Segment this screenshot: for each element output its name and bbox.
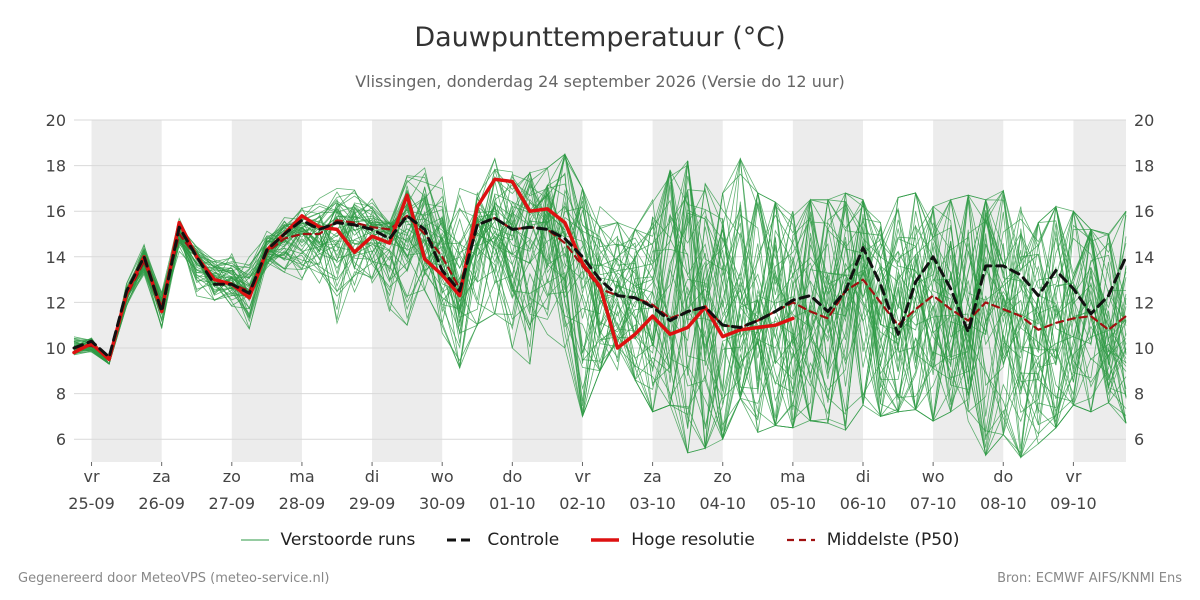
footer-source: Bron: ECMWF AIFS/KNMI Ens [997, 571, 1182, 586]
x-tick-date: 25-09 [68, 494, 115, 513]
legend-item-control: Controle [447, 530, 559, 550]
x-tick-day: wo [431, 467, 454, 486]
legend-item-hires: Hoge resolutie [591, 530, 755, 550]
y-tick-label-right: 20 [1134, 111, 1154, 130]
y-tick-label-left: 12 [46, 293, 66, 312]
ensemble-member-line [73, 184, 1127, 449]
x-tick-day: zo [714, 467, 732, 486]
x-tick-day: ma [289, 467, 314, 486]
legend-label: Hoge resolutie [631, 530, 755, 550]
ensemble-member-line [73, 153, 1127, 391]
x-tick-day: za [153, 467, 171, 486]
ensemble-member-line [73, 158, 1127, 392]
legend-item-ensemble: Verstoorde runs [240, 530, 416, 550]
ensemble-member-line [73, 170, 1127, 429]
legend-item-median: Middelste (P50) [786, 530, 960, 550]
y-tick-label-right: 12 [1134, 293, 1154, 312]
y-tick-label-left: 18 [46, 157, 66, 176]
x-tick-date: 06-10 [840, 494, 887, 513]
y-tick-label-right: 6 [1134, 430, 1144, 449]
x-tick-day: di [856, 467, 871, 486]
chart-title: Dauwpunttemperatuur (°C) [414, 22, 786, 53]
y-tick-label-left: 10 [46, 339, 66, 358]
x-tick-date: 01-10 [489, 494, 536, 513]
x-tick-day: vr [574, 467, 590, 486]
dashed-black-line-icon [447, 538, 476, 542]
y-tick-label-left: 14 [46, 248, 66, 267]
x-tick-date: 28-09 [279, 494, 326, 513]
x-tick-day: zo [223, 467, 241, 486]
x-tick-day: wo [922, 467, 945, 486]
y-tick-label-left: 6 [56, 430, 66, 449]
dashed-darkred-line-icon [786, 538, 815, 542]
footer-generator: Gegenereerd door MeteoVPS (meteo-service… [18, 571, 330, 586]
x-tick-date: 02-10 [559, 494, 606, 513]
x-tick-date: 04-10 [699, 494, 746, 513]
x-tick-date: 26-09 [138, 494, 185, 513]
solid-red-line-icon [591, 538, 620, 542]
thin-green-line-icon [240, 539, 269, 541]
legend-label: Controle [487, 530, 560, 550]
x-tick-date: 27-09 [209, 494, 256, 513]
series-line-controle [72, 214, 1128, 359]
x-tick-day: ma [780, 467, 805, 486]
ensemble-member-line [73, 190, 1127, 454]
x-tick-date: 03-10 [629, 494, 676, 513]
x-tick-day: vr [84, 467, 100, 486]
y-tick-label-left: 8 [56, 385, 66, 404]
y-tick-label-right: 10 [1134, 339, 1154, 358]
y-tick-label-left: 16 [46, 202, 66, 221]
x-tick-day: di [365, 467, 380, 486]
x-tick-day: za [643, 467, 661, 486]
y-tick-label-right: 14 [1134, 248, 1154, 267]
y-tick-label-right: 16 [1134, 202, 1154, 221]
ensemble-member-line [73, 220, 1127, 456]
x-tick-date: 08-10 [980, 494, 1027, 513]
y-tick-label-left: 20 [46, 111, 66, 130]
x-tick-date: 07-10 [910, 494, 957, 513]
ensemble-member-line [73, 154, 1127, 366]
x-tick-day: do [993, 467, 1013, 486]
chart-subtitle: Vlissingen, donderdag 24 september 2026 … [355, 72, 845, 91]
ensemble-member-line [73, 201, 1127, 457]
x-tick-date: 05-10 [770, 494, 817, 513]
legend: Verstoorde runs Controle Hoge resolutie Mid… [0, 530, 1200, 550]
ensemble-member-line [73, 160, 1127, 417]
ensemble-member-line [73, 203, 1127, 419]
x-tick-date: 29-09 [349, 494, 396, 513]
x-tick-date: 09-10 [1050, 494, 1097, 513]
y-tick-label-right: 8 [1134, 385, 1144, 404]
legend-label: Verstoorde runs [280, 530, 416, 550]
x-tick-date: 30-09 [419, 494, 466, 513]
y-tick-label-right: 18 [1134, 157, 1154, 176]
legend-label: Middelste (P50) [826, 530, 960, 550]
day-band [372, 120, 443, 462]
x-tick-day: vr [1065, 467, 1081, 486]
x-tick-day: do [502, 467, 522, 486]
